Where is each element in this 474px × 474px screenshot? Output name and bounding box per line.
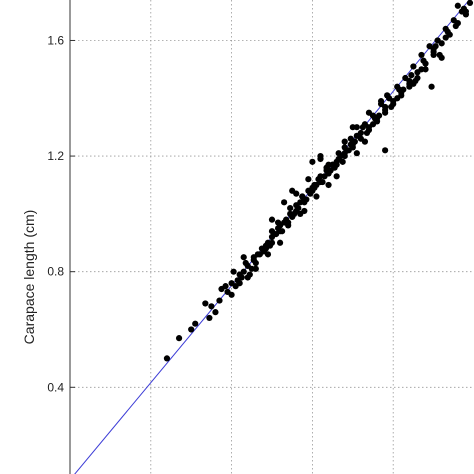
data-point [325,161,332,168]
data-point [268,228,276,235]
data-point [311,184,318,191]
data-point [357,129,364,137]
data-point [349,124,356,131]
data-point [341,138,348,145]
y-tick-label: 1.6 [47,33,64,47]
data-point [454,2,461,9]
data-point [317,152,324,160]
data-point [430,51,437,59]
data-point [279,228,286,235]
data-point [274,219,282,226]
data-point [299,193,306,200]
data-point [238,274,245,281]
data-point [289,187,296,194]
data-point [240,268,247,275]
data-point [230,268,237,275]
data-point [287,204,294,212]
axes [69,0,75,474]
data-point [222,283,229,290]
data-point [228,291,235,298]
data-point [452,22,459,30]
data-point [466,0,474,6]
data-point [208,303,215,310]
data-point [341,150,348,157]
data-point [410,80,417,87]
data-point [252,259,259,267]
data-point [192,320,199,327]
y-tick-label: 0.8 [47,265,64,279]
data-point [175,335,183,342]
data-point [382,147,389,154]
data-point [262,242,270,249]
data-point [388,103,395,111]
data-point [347,141,354,148]
data-point [410,63,417,70]
data-point [297,210,304,217]
data-point [244,274,251,281]
data-point [305,176,312,183]
grid [70,0,474,474]
data-point [313,193,320,200]
data-point [361,138,369,145]
data-point [250,254,257,261]
data-point [369,121,377,128]
data-point [396,86,403,93]
data-point [248,265,255,272]
data-point [281,199,288,206]
data-point [264,251,272,258]
data-point [240,254,247,261]
data-point [206,314,213,322]
data-point [315,176,322,183]
data-point [163,355,171,362]
data-point [408,72,415,79]
data-point [268,216,276,223]
data-point [420,57,427,64]
data-point [325,181,332,189]
y-tick-label: 0.4 [47,380,64,394]
data-point [382,103,389,111]
data-point [377,98,385,105]
data-point [460,5,467,12]
data-point [289,213,296,220]
data-point [335,155,342,163]
data-point [321,173,328,180]
data-point [276,239,284,246]
data-point [216,297,223,304]
data-point [365,109,373,116]
data-points [163,0,474,362]
data-point [188,326,195,333]
data-point [212,309,219,316]
data-point [444,28,451,35]
data-point [202,300,209,307]
data-point [418,66,425,73]
data-point [438,40,445,47]
data-point [432,43,439,50]
data-point [418,51,425,59]
data-point [309,158,316,165]
data-point [371,115,379,122]
data-point [359,124,366,131]
y-axis-label: Carapace length (cm) [21,210,37,345]
data-point [436,51,443,59]
data-point [442,34,449,41]
data-point [242,259,249,267]
data-point [353,150,360,157]
data-point [333,173,340,180]
data-point [428,83,435,90]
axis-labels: 0.4 0.8 1.2 1.6 Carapace length (cm) [21,33,64,394]
data-point [363,129,371,137]
data-point [285,219,292,226]
data-point [297,199,304,206]
data-point [394,95,401,102]
data-point [384,92,391,99]
y-tick-label: 1.2 [47,149,64,163]
